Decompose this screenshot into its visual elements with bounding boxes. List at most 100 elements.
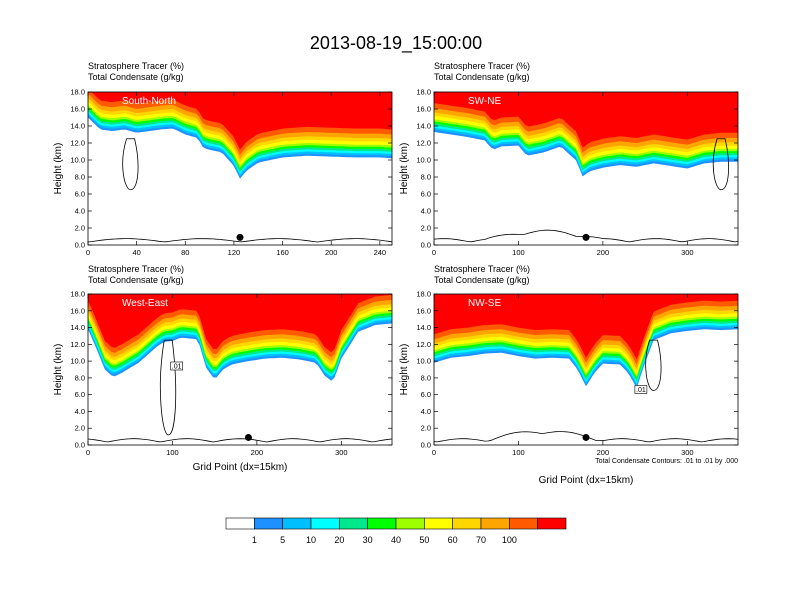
- terrain-line: [88, 238, 392, 243]
- terrain-line: [88, 438, 392, 443]
- colorbar-swatch: [509, 517, 538, 530]
- y-tick-label: 6.0: [421, 190, 431, 199]
- y-tick-label: 8.0: [75, 373, 85, 382]
- panel-label: SW-NE: [468, 96, 501, 107]
- y-tick-label: 12.0: [70, 340, 85, 349]
- y-tick-label: 10.0: [70, 156, 85, 165]
- colorbar-swatch: [339, 517, 368, 530]
- colorbar-label: 40: [391, 535, 401, 545]
- y-tick-label: 12.0: [416, 139, 431, 148]
- x-tick-label: 100: [512, 248, 525, 257]
- y-tick-label: 6.0: [421, 390, 431, 399]
- panel-label: West-East: [122, 298, 168, 309]
- tracer-field: [88, 92, 392, 243]
- y-tick-label: 0.0: [421, 241, 431, 250]
- location-marker: [582, 233, 590, 241]
- colorbar: 1 5 10 20 30 40 50 60 70 100: [225, 517, 567, 545]
- y-tick-label: 8.0: [421, 173, 431, 182]
- colorbar-label: 5: [280, 535, 285, 545]
- contour-footnote: Total Condensate Contours: .01 to .01 by…: [595, 458, 738, 465]
- x-tick-label: 0: [86, 448, 90, 457]
- y-tick-label: 16.0: [416, 105, 431, 114]
- panel-4: Stratosphere Tracer (%)Total Condensate …: [399, 264, 739, 486]
- x-tick-label: 80: [181, 248, 189, 257]
- y-tick-label: 4.0: [75, 207, 85, 216]
- colorbar-label: 30: [363, 535, 373, 545]
- y-axis-label: Height (km): [53, 344, 64, 396]
- colorbar-label: 100: [502, 535, 517, 545]
- location-marker: [244, 433, 252, 441]
- panel-header-condensate: Total Condensate (g/kg): [88, 72, 184, 82]
- colorbar-swatch: [225, 517, 255, 530]
- colorbar-swatch: [395, 517, 425, 530]
- condensate-contour: [122, 138, 139, 191]
- plot-frame: [433, 91, 739, 246]
- panel-label: South-North: [122, 96, 176, 107]
- y-tick-label: 10.0: [416, 357, 431, 366]
- panel-header-tracer: Stratosphere Tracer (%): [88, 264, 184, 274]
- y-tick-label: 2.0: [75, 424, 85, 433]
- colorbar-swatch: [537, 517, 567, 530]
- x-axis-label: Grid Point (dx=15km): [193, 462, 288, 473]
- y-axis-label: Height (km): [53, 143, 64, 195]
- panel-header-condensate: Total Condensate (g/kg): [88, 275, 184, 285]
- x-tick-label: 0: [86, 248, 90, 257]
- condensate-contour: [159, 339, 177, 436]
- y-tick-label: 2.0: [421, 224, 431, 233]
- y-tick-label: 16.0: [70, 306, 85, 315]
- y-tick-label: 0.0: [75, 241, 85, 250]
- location-marker: [236, 233, 244, 241]
- x-tick-label: 0: [432, 248, 436, 257]
- panel-2: Stratosphere Tracer (%)Total Condensate …: [399, 61, 739, 257]
- y-tick-label: 8.0: [421, 373, 431, 382]
- y-axis-label: Height (km): [399, 344, 410, 396]
- plot-frame: [87, 293, 393, 446]
- tracer-band: [434, 294, 738, 360]
- y-tick-label: 14.0: [70, 323, 85, 332]
- x-tick-label: 200: [597, 448, 610, 457]
- x-tick-label: 240: [374, 248, 387, 257]
- y-tick-label: 14.0: [416, 122, 431, 131]
- y-tick-label: 4.0: [75, 407, 85, 416]
- y-tick-label: 0.0: [75, 441, 85, 450]
- y-tick-label: 16.0: [416, 306, 431, 315]
- panel-header-condensate: Total Condensate (g/kg): [434, 275, 530, 285]
- tracer-field: [434, 294, 738, 443]
- figure-title: 2013-08-19_15:00:00: [310, 33, 482, 54]
- y-tick-label: 18.0: [70, 88, 85, 97]
- y-tick-label: 18.0: [70, 290, 85, 299]
- x-tick-label: 200: [325, 248, 338, 257]
- colorbar-label: 50: [419, 535, 429, 545]
- contour-label: .01: [172, 363, 182, 370]
- panels: Stratosphere Tracer (%)Total Condensate …: [53, 61, 739, 486]
- x-tick-label: 200: [597, 248, 610, 257]
- x-tick-label: 300: [681, 248, 694, 257]
- y-tick-label: 10.0: [416, 156, 431, 165]
- panel-1: Stratosphere Tracer (%)Total Condensate …: [53, 61, 393, 257]
- condensate-contour: [712, 138, 729, 191]
- y-tick-label: 6.0: [75, 390, 85, 399]
- y-tick-label: 0.0: [421, 441, 431, 450]
- x-tick-label: 160: [276, 248, 289, 257]
- panel-3: Stratosphere Tracer (%)Total Condensate …: [53, 264, 393, 473]
- colorbar-label: 1: [252, 535, 257, 545]
- y-tick-label: 14.0: [70, 122, 85, 131]
- y-tick-label: 8.0: [75, 173, 85, 182]
- y-tick-label: 10.0: [70, 357, 85, 366]
- x-tick-label: 0: [432, 448, 436, 457]
- x-axis-label: Grid Point (dx=15km): [539, 475, 634, 486]
- y-tick-label: 18.0: [416, 88, 431, 97]
- y-tick-label: 4.0: [421, 407, 431, 416]
- panel-header-tracer: Stratosphere Tracer (%): [434, 264, 530, 274]
- x-tick-label: 200: [251, 448, 264, 457]
- contour-label-box: [634, 385, 648, 394]
- x-tick-label: 40: [132, 248, 140, 257]
- tracer-field: [434, 92, 738, 243]
- colorbar-swatch: [424, 517, 453, 530]
- colorbar-label: 60: [448, 535, 458, 545]
- tracer-band: [88, 92, 392, 150]
- panel-label: NW-SE: [468, 298, 501, 309]
- location-marker: [582, 433, 590, 441]
- x-tick-label: 100: [166, 448, 179, 457]
- y-tick-label: 6.0: [75, 190, 85, 199]
